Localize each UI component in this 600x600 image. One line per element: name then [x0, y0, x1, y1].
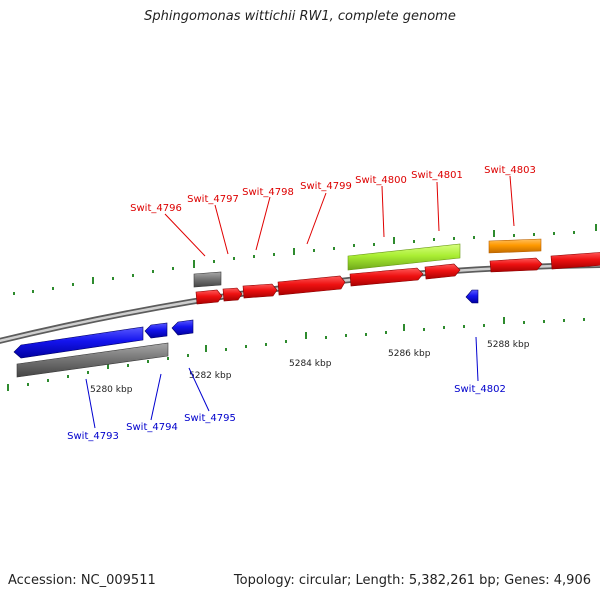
genome-backbone	[0, 262, 600, 344]
map-title: Sphingomonas wittichii RW1, complete gen…	[144, 9, 456, 24]
cds-swit-4799[interactable]	[277, 275, 346, 296]
cds-swit-4796[interactable]	[195, 289, 223, 305]
cds-swit-4800[interactable]	[349, 267, 424, 287]
forward-cds-row	[195, 252, 600, 305]
leader-swit-4797	[214, 204, 229, 255]
reverse-cds-row	[13, 289, 479, 359]
genome-backbone-highlight	[0, 263, 600, 343]
leader-swit-4802	[475, 336, 479, 382]
gene-label-swit-4803[interactable]: Swit_4803	[484, 165, 536, 176]
gene-label-swit-4793[interactable]: Swit_4793	[67, 431, 119, 442]
leader-swit-4794	[150, 373, 162, 421]
cds-swit-4803[interactable]	[489, 257, 543, 273]
scale-label-5280: 5280 kbp	[90, 385, 133, 395]
outer-tick-row	[13, 224, 597, 295]
cds-swit-4802[interactable]	[465, 289, 479, 304]
gene-label-swit-4796[interactable]: Swit_4796	[130, 203, 182, 214]
cds-swit-4797[interactable]	[222, 287, 243, 302]
leader-swit-4795	[188, 367, 210, 412]
leader-swit-4801	[436, 181, 440, 232]
cds-swit-4793[interactable]	[13, 326, 144, 359]
leader-swit-4793	[85, 378, 96, 429]
gene-feature-swit-4793[interactable]	[16, 342, 169, 378]
scale-label-5288: 5288 kbp	[487, 340, 530, 350]
genome-summary-text: Topology: circular; Length: 5,382,261 bp…	[233, 573, 591, 588]
gene-label-swit-4801[interactable]: Swit_4801	[411, 170, 463, 181]
gene-feature-swit-4796[interactable]	[193, 271, 222, 288]
gene-label-swit-4795[interactable]: Swit_4795	[184, 413, 236, 424]
scale-label-5282: 5282 kbp	[189, 371, 232, 381]
leader-swit-4799	[306, 192, 327, 245]
gene-label-swit-4800[interactable]: Swit_4800	[355, 175, 407, 186]
gene-label-swit-4802[interactable]: Swit_4802	[454, 384, 506, 395]
forward-gene-row	[193, 238, 542, 288]
cds-next-offscreen[interactable]	[550, 252, 600, 270]
rrna-feature-swit-4800[interactable]	[347, 243, 461, 271]
reverse-gene-row	[16, 342, 169, 378]
scale-label-5284: 5284 kbp	[289, 359, 332, 369]
leader-swit-4800	[381, 185, 385, 238]
gene-label-swit-4797[interactable]: Swit_4797	[187, 194, 239, 205]
leader-swit-4796	[164, 213, 206, 257]
cds-swit-4801[interactable]	[424, 263, 461, 280]
gene-label-swit-4799[interactable]: Swit_4799	[300, 181, 352, 192]
cds-swit-4795[interactable]	[171, 319, 194, 336]
leader-swit-4798	[255, 196, 271, 251]
cds-swit-4794[interactable]	[144, 322, 168, 339]
scale-label-5286: 5286 kbp	[388, 349, 431, 359]
gene-label-swit-4798[interactable]: Swit_4798	[242, 187, 294, 198]
accession-text: Accession: NC_009511	[8, 573, 156, 588]
feature-swit-4803[interactable]	[488, 238, 542, 254]
cds-swit-4798[interactable]	[242, 283, 278, 299]
leader-swit-4803	[509, 175, 515, 227]
inner-tick-row	[7, 317, 585, 391]
gene-label-swit-4794[interactable]: Swit_4794	[126, 422, 178, 433]
